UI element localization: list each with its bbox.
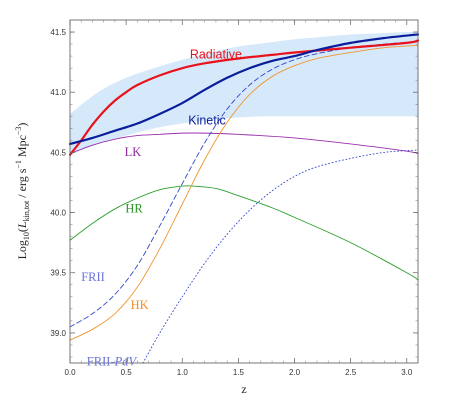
y-tick-label: 41.0 <box>50 88 66 97</box>
y-tick-label: 39.5 <box>50 269 66 278</box>
y-title-exp1: −1 <box>14 160 23 169</box>
y-tick-label: 39.0 <box>50 329 66 338</box>
label-hr: HR <box>125 202 143 216</box>
x-axis-title: z <box>241 382 246 396</box>
label-radiative: Radiative <box>190 48 242 62</box>
y-axis-title: Log10(Lkin,tot / erg s−1 Mpc−3) <box>14 123 31 260</box>
label-lk: LK <box>125 145 142 159</box>
x-tick-label: 1.0 <box>177 368 189 377</box>
label-frii-pdv-prefix: FRII- <box>87 354 115 368</box>
label-kinetic: Kinetic <box>188 114 226 128</box>
x-tick-label: 2.5 <box>345 368 357 377</box>
label-frii: FRII <box>81 270 105 284</box>
label-hk: HK <box>131 298 149 312</box>
x-tick-label: 3.0 <box>401 368 413 377</box>
y-title-l-sub: kin,tot <box>22 200 31 221</box>
y-title-exp2: −3 <box>14 127 23 136</box>
x-tick-label: 0.5 <box>121 368 133 377</box>
y-title-log: Log <box>15 240 29 259</box>
x-tick-label: 2.0 <box>289 368 301 377</box>
y-title-mpc: Mpc <box>15 135 29 160</box>
x-tick-label: 0.0 <box>64 368 76 377</box>
y-tick-label: 40.5 <box>50 148 66 157</box>
series-line-hr <box>70 186 418 280</box>
label-frii-pdv-italic: PdV <box>114 354 138 368</box>
y-tick-label: 40.0 <box>50 209 66 218</box>
y-title-base: 10 <box>22 232 31 240</box>
y-title-mid: / erg s <box>15 168 29 200</box>
y-title-close: ) <box>15 123 29 127</box>
y-tick-label: 41.5 <box>50 28 66 37</box>
label-frii-pdv: FRII-PdV <box>87 354 138 368</box>
x-tick-label: 1.5 <box>233 368 245 377</box>
